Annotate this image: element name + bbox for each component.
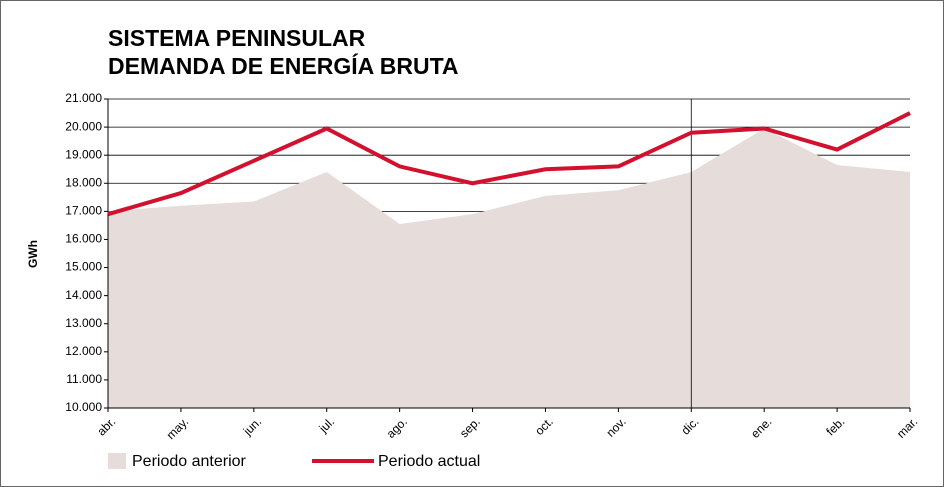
y-tick-label: 16.000 bbox=[65, 232, 102, 246]
chart-subtitle: DEMANDA DE ENERGÍA BRUTA bbox=[108, 52, 459, 79]
y-tick-label: 17.000 bbox=[65, 204, 102, 218]
chart-title: SISTEMA PENINSULAR bbox=[108, 25, 366, 51]
legend-label: Periodo anterior bbox=[132, 453, 247, 470]
y-tick-label: 18.000 bbox=[65, 175, 102, 189]
y-tick-label: 10.000 bbox=[65, 400, 102, 414]
y-tick-label: 13.000 bbox=[65, 316, 102, 330]
legend-swatch bbox=[108, 453, 126, 469]
y-axis-label: GWh bbox=[26, 240, 40, 268]
y-tick-label: 19.000 bbox=[65, 147, 102, 161]
y-tick-label: 15.000 bbox=[65, 260, 102, 274]
y-tick-label: 20.000 bbox=[65, 119, 102, 133]
y-tick-label: 11.000 bbox=[66, 372, 102, 386]
y-tick-label: 21.000 bbox=[65, 91, 102, 105]
line bbox=[107, 111, 911, 217]
y-tick-label: 14.000 bbox=[65, 288, 102, 302]
area bbox=[108, 128, 910, 408]
y-tick-label: 12.000 bbox=[65, 344, 102, 358]
legend-label: Periodo actual bbox=[378, 453, 480, 470]
